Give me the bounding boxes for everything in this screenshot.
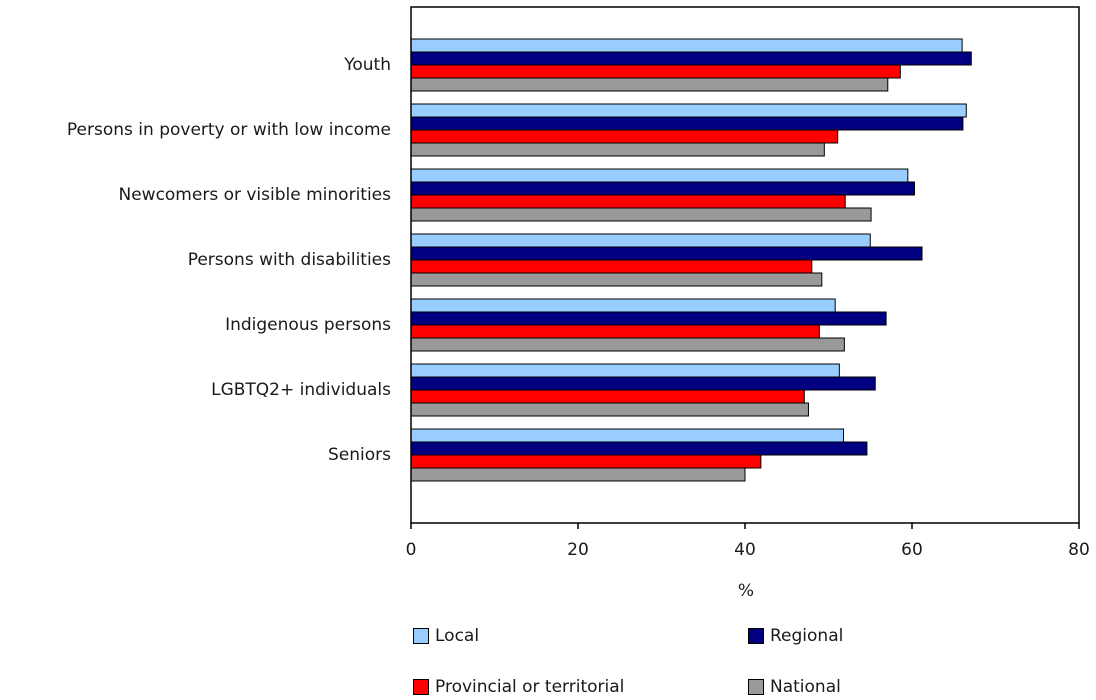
bar-provincial-or-territorial-seniors (410, 454, 762, 469)
bar-provincial-or-territorial-youth (410, 64, 901, 79)
bars-group (410, 38, 972, 482)
bar-local-persons-with-disabilities (410, 233, 871, 248)
bar-national-lgbtq2-individuals (410, 402, 809, 417)
bar-national-youth (410, 77, 889, 92)
x-tick-label-80: 80 (1068, 540, 1090, 560)
x-axis-ticks: 0 20 40 60 80 (406, 523, 1090, 560)
category-label-persons-with-disabilities: Persons with disabilities (188, 250, 391, 270)
bar-national-persons-in-poverty-or-with-low-income (410, 142, 825, 157)
bar-national-persons-with-disabilities (410, 272, 823, 287)
bar-regional-seniors (410, 441, 868, 456)
x-tick-label-0: 0 (406, 540, 417, 560)
bar-regional-persons-with-disabilities (410, 246, 923, 261)
bar-provincial-or-territorial-lgbtq2-individuals (410, 389, 805, 404)
bar-national-seniors (410, 467, 746, 482)
bar-regional-indigenous-persons (410, 311, 887, 326)
bar-provincial-or-territorial-newcomers-or-visible-minorities (410, 194, 846, 209)
bar-local-seniors (410, 428, 845, 443)
x-tick-label-20: 20 (567, 540, 589, 560)
bar-regional-persons-in-poverty-or-with-low-income (410, 116, 964, 131)
bar-provincial-or-territorial-indigenous-persons (410, 324, 820, 339)
category-label-newcomers-or-visible-minorities: Newcomers or visible minorities (118, 185, 391, 205)
plot-frame (410, 6, 1080, 524)
x-tick-label-40: 40 (734, 540, 756, 560)
category-label-indigenous-persons: Indigenous persons (225, 315, 391, 335)
bar-local-lgbtq2-individuals (410, 363, 840, 378)
bar-regional-youth (410, 51, 972, 66)
bar-provincial-or-territorial-persons-in-poverty-or-with-low-income (410, 129, 839, 144)
bar-national-indigenous-persons (410, 337, 845, 352)
bar-local-persons-in-poverty-or-with-low-income (410, 103, 967, 118)
bar-national-newcomers-or-visible-minorities (410, 207, 872, 222)
category-label-seniors: Seniors (328, 445, 391, 465)
category-label-youth: Youth (343, 55, 391, 75)
category-label-persons-in-poverty-or-with-low-income: Persons in poverty or with low income (67, 120, 391, 140)
bar-regional-lgbtq2-individuals (410, 376, 876, 391)
category-labels: Youth Persons in poverty or with low inco… (67, 55, 391, 465)
category-label-lgbtq2-individuals: LGBTQ2+ individuals (211, 380, 391, 400)
x-tick-label-60: 60 (901, 540, 923, 560)
bar-local-indigenous-persons (410, 298, 836, 313)
bar-local-youth (410, 38, 963, 53)
bar-provincial-or-territorial-persons-with-disabilities (410, 259, 813, 274)
bar-local-newcomers-or-visible-minorities (410, 168, 909, 183)
x-axis-title: % (738, 581, 754, 601)
bar-regional-newcomers-or-visible-minorities (410, 181, 916, 196)
